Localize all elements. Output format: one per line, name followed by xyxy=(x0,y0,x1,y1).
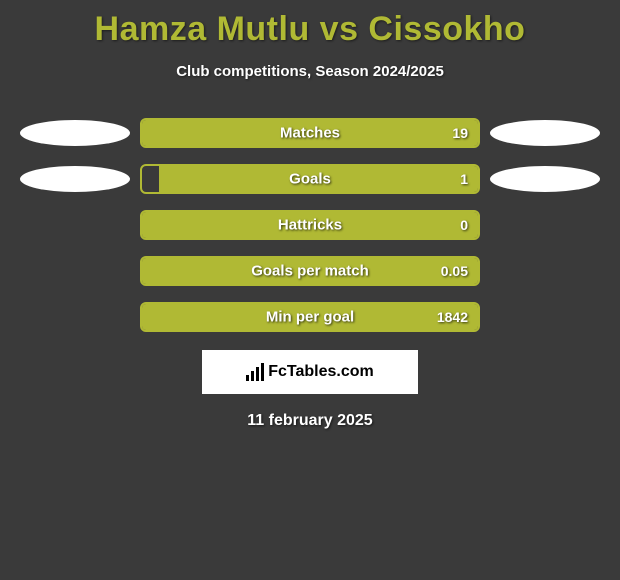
stat-label: Hattricks xyxy=(278,217,342,234)
stat-bar-track: Goals per match 0.05 xyxy=(140,256,480,286)
player-right-ellipse xyxy=(490,304,600,330)
stat-bar-track: Matches 19 xyxy=(140,118,480,148)
brand-bars-icon xyxy=(246,363,264,381)
player-right-ellipse xyxy=(490,120,600,146)
stat-label: Matches xyxy=(280,125,340,142)
player-left-ellipse xyxy=(20,212,130,238)
player-left-ellipse xyxy=(20,120,130,146)
brand-badge: FcTables.com xyxy=(202,350,418,394)
page-title: Hamza Mutlu vs Cissokho xyxy=(0,0,620,49)
player-right-ellipse xyxy=(490,258,600,284)
brand-text: FcTables.com xyxy=(268,363,374,381)
page-subtitle: Club competitions, Season 2024/2025 xyxy=(0,63,620,80)
stat-bar-track: Goals 1 xyxy=(140,164,480,194)
stat-value: 0.05 xyxy=(441,263,468,279)
stat-value: 0 xyxy=(460,217,468,233)
stat-label: Min per goal xyxy=(266,309,354,326)
stat-label: Goals xyxy=(289,171,331,188)
stat-value: 19 xyxy=(452,125,468,141)
stat-value: 1 xyxy=(460,171,468,187)
stat-bar-track: Hattricks 0 xyxy=(140,210,480,240)
stat-row: Goals per match 0.05 xyxy=(0,256,620,286)
stats-container: Matches 19 Goals 1 Hattricks 0 Goals per match… xyxy=(0,118,620,332)
stat-label: Goals per match xyxy=(251,263,369,280)
stat-bar-track: Min per goal 1842 xyxy=(140,302,480,332)
stat-row: Hattricks 0 xyxy=(0,210,620,240)
player-left-ellipse xyxy=(20,258,130,284)
player-left-ellipse xyxy=(20,304,130,330)
player-right-ellipse xyxy=(490,212,600,238)
player-right-ellipse xyxy=(490,166,600,192)
stat-row: Min per goal 1842 xyxy=(0,302,620,332)
date-text: 11 february 2025 xyxy=(0,412,620,430)
stat-value: 1842 xyxy=(437,309,468,325)
stat-row: Matches 19 xyxy=(0,118,620,148)
stat-row: Goals 1 xyxy=(0,164,620,194)
player-left-ellipse xyxy=(20,166,130,192)
